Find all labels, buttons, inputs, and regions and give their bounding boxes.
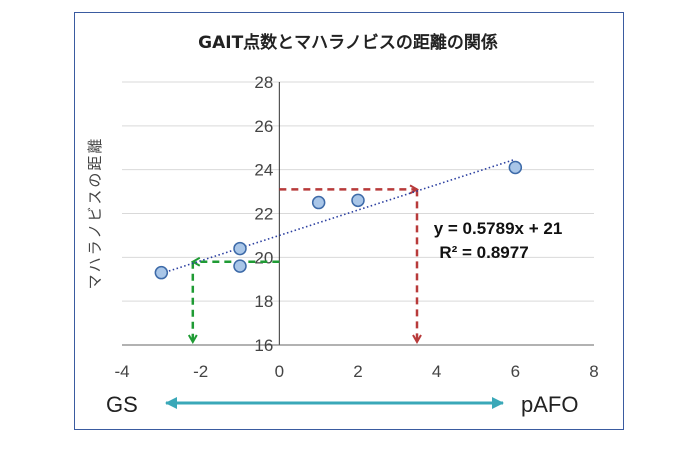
x-tick-label: -2 <box>193 362 208 381</box>
data-point <box>351 193 365 208</box>
x-tick-label: 4 <box>432 362 441 381</box>
y-tick-label: 22 <box>254 205 273 224</box>
x-tick-label: 0 <box>275 362 284 381</box>
r-squared-label: R² = 0.8977 <box>439 243 528 262</box>
y-tick-label: 20 <box>254 248 273 267</box>
data-point <box>233 259 247 273</box>
axes <box>122 82 594 346</box>
y-tick-labels: 16 18 20 22 24 26 28 <box>254 73 273 355</box>
data-point <box>508 160 523 175</box>
x-tick-label: 8 <box>589 362 598 381</box>
data-point <box>154 265 169 280</box>
data-point <box>311 195 326 210</box>
y-tick-label: 28 <box>254 73 273 92</box>
x-tick-label: 2 <box>353 362 362 381</box>
y-tick-label: 26 <box>254 117 273 136</box>
data-points <box>154 160 523 280</box>
chart-title: GAIT点数とマハラノビスの距離の関係 <box>198 32 498 53</box>
x-tick-label: 6 <box>511 362 520 381</box>
data-point <box>233 241 247 256</box>
chart-frame <box>74 12 624 430</box>
gridlines <box>122 81 594 346</box>
right-end-label-pafo: pAFO <box>521 392 578 417</box>
y-axis-label: マハラノビスの距離 <box>86 137 104 290</box>
y-tick-label: 18 <box>254 292 273 311</box>
trendline-equation: y = 0.5789x + 21 <box>434 219 563 238</box>
y-tick-label: 24 <box>254 161 273 180</box>
x-tick-labels: -4 -2 0 2 4 6 8 <box>114 362 598 381</box>
x-tick-label: -4 <box>114 362 129 381</box>
guide-arrows <box>193 189 417 342</box>
left-end-label-gs: GS <box>106 392 138 417</box>
y-tick-label: 16 <box>254 336 273 355</box>
